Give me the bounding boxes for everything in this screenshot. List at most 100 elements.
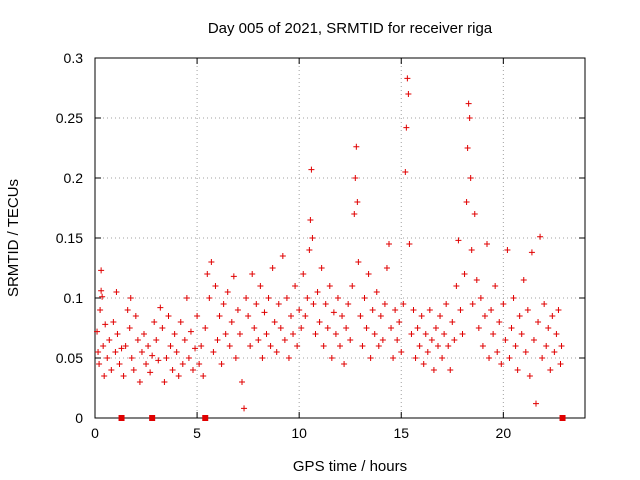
data-point	[555, 307, 562, 313]
data-point	[339, 313, 346, 319]
data-point	[314, 289, 321, 295]
data-point	[112, 349, 119, 355]
data-point	[206, 295, 213, 301]
data-point	[307, 217, 314, 223]
data-point	[241, 405, 248, 412]
data-point	[479, 343, 486, 349]
data-point	[345, 301, 352, 307]
data-point	[100, 343, 107, 349]
data-point	[388, 325, 395, 331]
x-tick-label: 20	[496, 425, 512, 441]
data-point	[467, 175, 474, 181]
data-point	[153, 337, 160, 343]
grid	[95, 58, 585, 418]
data-point	[161, 379, 168, 385]
data-point	[326, 283, 333, 289]
data-point	[175, 373, 182, 379]
data-point	[99, 293, 106, 300]
data-point	[257, 283, 264, 289]
data-point	[234, 307, 241, 313]
data-point	[365, 271, 372, 277]
data-point	[318, 265, 325, 271]
data-point	[498, 361, 505, 367]
data-point	[557, 361, 564, 367]
data-point	[243, 295, 250, 301]
data-point	[130, 367, 137, 373]
data-point	[524, 307, 531, 313]
data-point	[132, 313, 139, 319]
data-point	[353, 143, 360, 150]
data-point	[466, 115, 473, 121]
data-point	[512, 343, 519, 349]
data-point	[310, 301, 317, 307]
data-point	[173, 349, 180, 355]
data-point	[420, 361, 427, 367]
data-point	[406, 241, 413, 247]
data-point	[357, 313, 364, 319]
data-point	[194, 313, 201, 319]
data-point	[322, 301, 329, 307]
data-point	[484, 241, 490, 247]
data-point	[361, 295, 368, 301]
data-point	[120, 373, 127, 379]
data-point	[122, 343, 129, 349]
data-point	[418, 313, 425, 319]
data-point	[269, 265, 276, 271]
data-point	[437, 313, 444, 319]
data-points	[94, 75, 565, 412]
y-tick-label: 0.15	[56, 230, 83, 246]
data-point	[304, 295, 311, 301]
data-point	[447, 367, 454, 373]
y-tick-label: 0	[75, 410, 83, 426]
data-point	[377, 313, 384, 319]
data-point	[520, 277, 527, 283]
data-point	[471, 211, 478, 217]
data-point	[253, 301, 260, 307]
data-point	[334, 295, 341, 301]
data-point	[510, 295, 517, 301]
data-point	[294, 343, 301, 349]
data-point	[343, 325, 350, 331]
data-point	[192, 345, 199, 352]
data-point	[169, 367, 176, 373]
data-point	[371, 331, 378, 337]
data-point	[439, 355, 446, 361]
y-tick-label: 0.2	[64, 170, 84, 186]
data-point	[309, 235, 316, 241]
data-point	[308, 166, 315, 173]
data-point	[526, 373, 533, 379]
data-point	[185, 355, 192, 361]
data-point	[202, 325, 209, 331]
data-point	[506, 355, 513, 361]
data-point	[218, 361, 225, 367]
data-point	[283, 295, 290, 301]
data-point	[400, 301, 407, 307]
data-point	[95, 349, 102, 355]
data-point	[332, 331, 339, 337]
data-point	[98, 267, 105, 274]
data-point	[522, 349, 529, 355]
data-point	[558, 343, 565, 349]
data-point	[239, 379, 245, 385]
data-point	[463, 199, 470, 205]
data-point	[97, 307, 104, 313]
data-point	[96, 361, 103, 367]
data-point	[451, 337, 458, 343]
data-point	[181, 337, 188, 343]
data-point	[155, 357, 162, 364]
data-point	[167, 343, 174, 349]
data-point	[369, 307, 376, 313]
y-tick-label: 0.05	[56, 350, 83, 366]
data-point	[488, 307, 495, 313]
data-point	[275, 301, 282, 307]
data-point	[535, 319, 542, 325]
data-point	[236, 331, 243, 337]
data-point	[128, 355, 135, 361]
data-point	[145, 343, 152, 349]
data-point	[220, 301, 227, 307]
data-point	[475, 325, 482, 331]
data-point	[469, 301, 476, 307]
data-point	[94, 328, 101, 335]
data-point	[390, 355, 397, 361]
data-point	[494, 349, 501, 355]
